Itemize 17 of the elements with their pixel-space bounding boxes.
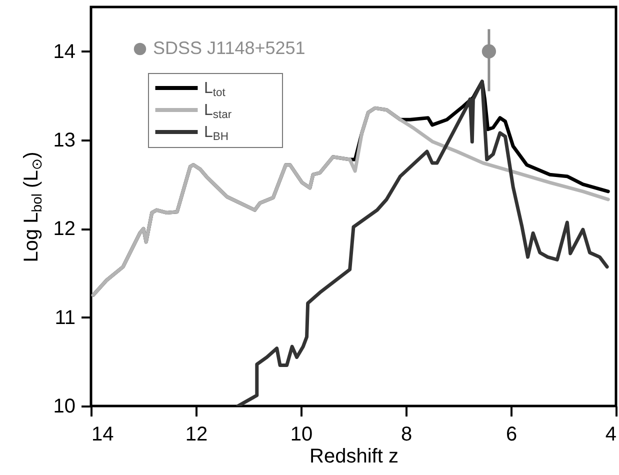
y-tick-label: 11 — [54, 306, 76, 329]
line-series — [236, 80, 609, 406]
x-axis-title: Redshift z — [310, 446, 398, 468]
y-tick-label: 14 — [53, 40, 76, 63]
y-tick-label: 10 — [53, 396, 76, 418]
y-tick-label: 13 — [53, 130, 76, 152]
legend-label: L$_{tot}$ — [204, 80, 226, 99]
x-tick-label: 10 — [290, 424, 313, 446]
legend-label: SDSS J1148+5251 — [153, 38, 306, 58]
legend-label: L$_{BH}$ — [204, 124, 228, 143]
x-tick-label: 6 — [506, 424, 518, 446]
x-tick-label: 14 — [92, 424, 114, 446]
legend-label: L$_{star}$ — [204, 102, 232, 121]
x-tick-label: 4 — [605, 424, 616, 446]
x-tick-label: 12 — [185, 424, 208, 446]
y-tick-label: 12 — [53, 218, 76, 240]
x-tick-label: 8 — [400, 424, 412, 446]
